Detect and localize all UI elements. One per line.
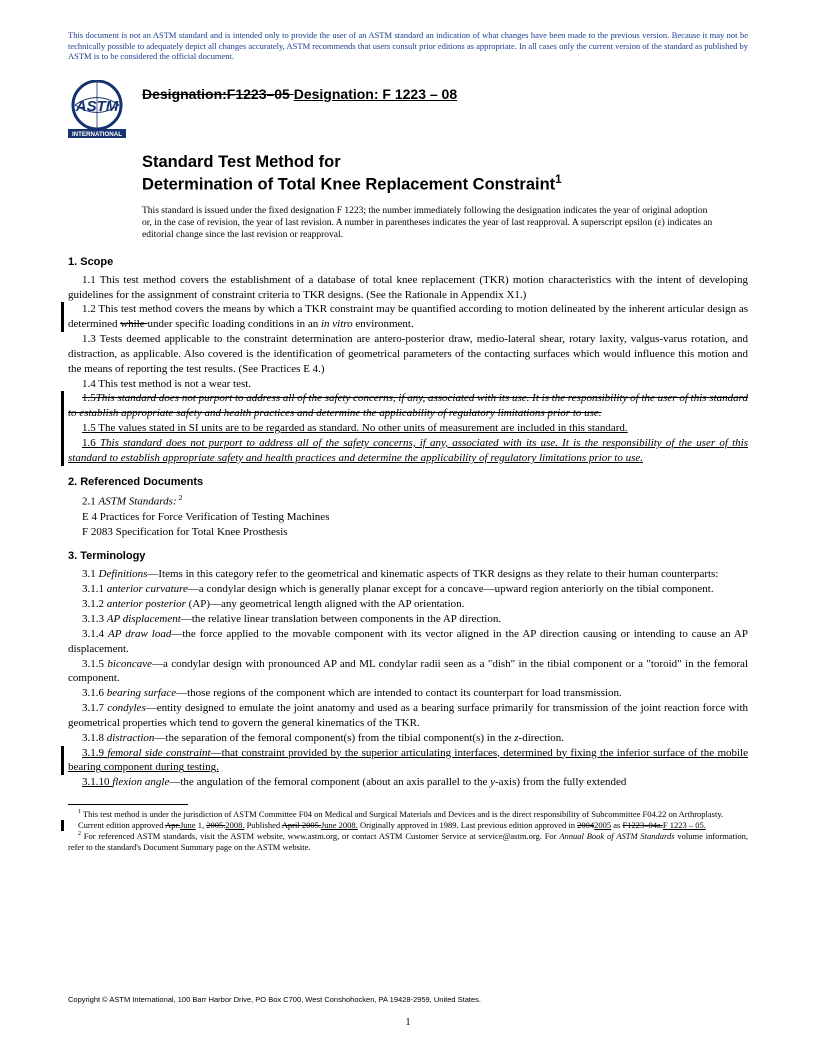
footnote-1b: Current edition approved Apr.June 1, 200… (68, 820, 748, 831)
para-2-1: 2.1 ASTM Standards: 2 (68, 493, 748, 510)
para-3-1: 3.1 Definitions—Items in this category r… (68, 567, 748, 582)
section-2-body: 2.1 ASTM Standards: 2 E 4 Practices for … (68, 493, 748, 541)
section-3-body: 3.1 Definitions—Items in this category r… (68, 567, 748, 790)
para-1-5-new: 1.5 The values stated in SI units are to… (68, 421, 748, 436)
header-row: ASTM INTERNATIONAL Designation:F1223–05 … (68, 80, 748, 138)
title-block: Standard Test Method for Determination o… (142, 152, 748, 195)
title-line1: Standard Test Method for (142, 153, 341, 171)
section-3-head: 3. Terminology (68, 550, 748, 562)
para-3-1-7: 3.1.7 condyles—entity designed to emulat… (68, 701, 748, 731)
para-1-6-new: 1.6 This standard does not purport to ad… (68, 436, 748, 466)
para-3-1-2: 3.1.2 anterior posterior (AP)—any geomet… (68, 597, 748, 612)
footnote-1: 1 This test method is under the jurisdic… (68, 809, 748, 820)
designation-old: Designation:F1223–05 (142, 86, 294, 102)
section-1-body: 1.1 This test method covers the establis… (68, 273, 748, 466)
title-sup: 1 (555, 174, 561, 186)
copyright: Copyright © ASTM International, 100 Barr… (68, 995, 481, 1004)
para-1-2: 1.2 This test method covers the means by… (68, 302, 748, 332)
ref-e4: E 4 Practices for Force Verification of … (68, 510, 748, 525)
title-line2: Determination of Total Knee Replacement … (142, 175, 555, 193)
ref-f2083: F 2083 Specification for Total Knee Pros… (68, 525, 748, 540)
designation: Designation:F1223–05 Designation: F 1223… (142, 86, 457, 102)
para-3-1-10: 3.1.10 flexion angle—the angulation of t… (68, 775, 748, 790)
designation-new: Designation: F 1223 – 08 (294, 86, 457, 102)
para-1-3: 1.3 Tests deemed applicable to the const… (68, 332, 748, 377)
title: Standard Test Method for Determination o… (142, 152, 748, 195)
para-1-4: 1.4 This test method is not a wear test. (68, 377, 748, 392)
footnote-2: 2 For referenced ASTM standards, visit t… (68, 831, 748, 853)
page-number: 1 (0, 1017, 816, 1028)
svg-text:INTERNATIONAL: INTERNATIONAL (72, 131, 122, 138)
disclaimer: This document is not an ASTM standard an… (68, 30, 748, 62)
footnote-rule (68, 804, 188, 805)
svg-text:ASTM: ASTM (75, 98, 119, 115)
section-1-head: 1. Scope (68, 256, 748, 268)
para-3-1-8: 3.1.8 distraction—the separation of the … (68, 731, 748, 746)
para-3-1-6: 3.1.6 bearing surface—those regions of t… (68, 686, 748, 701)
para-3-1-4: 3.1.4 AP draw load—the force applied to … (68, 627, 748, 657)
para-1-5-strike: 1.5This standard does not purport to add… (68, 391, 748, 421)
para-3-1-9: 3.1.9 femoral side constraint—that const… (68, 746, 748, 776)
para-3-1-5: 3.1.5 biconcave—a condylar design with p… (68, 657, 748, 687)
issued-note: This standard is issued under the fixed … (142, 205, 718, 242)
section-2-head: 2. Referenced Documents (68, 476, 748, 488)
para-3-1-1: 3.1.1 anterior curvature—a condylar desi… (68, 582, 748, 597)
para-3-1-3: 3.1.3 AP displacement—the relative linea… (68, 612, 748, 627)
para-1-1: 1.1 This test method covers the establis… (68, 273, 748, 303)
astm-logo: ASTM INTERNATIONAL (68, 80, 126, 138)
